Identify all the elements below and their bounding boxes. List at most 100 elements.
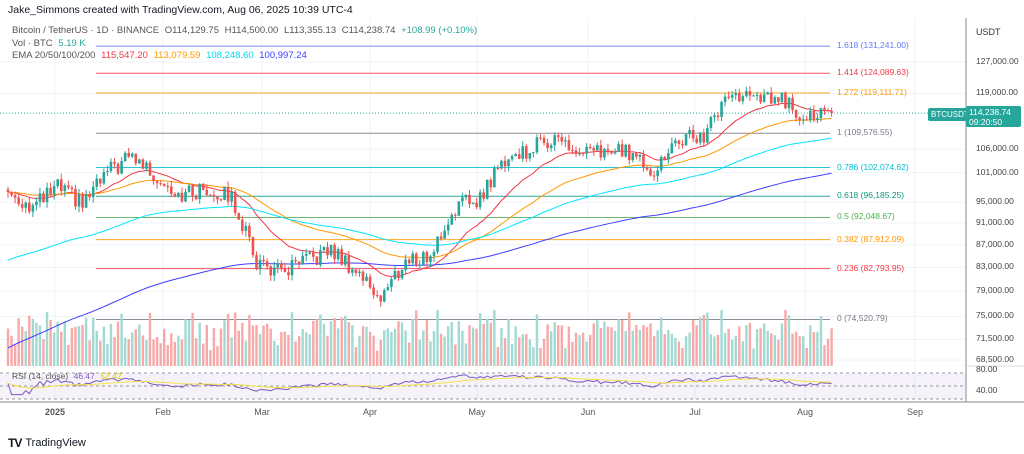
candle-body [102, 172, 106, 184]
candle-body [510, 156, 514, 160]
volume-bar [244, 340, 248, 366]
volume-bar [361, 326, 365, 366]
candle-body [280, 263, 283, 269]
volume-bar [649, 323, 652, 366]
volume-bar [138, 324, 141, 366]
ema-label[interactable]: EMA 20/50/100/200 [12, 50, 96, 61]
volume-bar [688, 332, 691, 366]
volume-bar [791, 333, 794, 366]
candle-body [677, 140, 681, 144]
candle-body [375, 295, 379, 297]
candle-body [170, 186, 173, 194]
open-value: O114,129.75 [164, 25, 219, 36]
volume-bar [155, 336, 159, 366]
last-price: 114,238.74 [969, 107, 1011, 117]
price-tick: 87,000.00 [976, 238, 1014, 249]
rsi-label[interactable]: RSI (14, close) [12, 371, 69, 381]
candle-body [627, 144, 631, 161]
ema200-value: 100,997.24 [259, 50, 307, 61]
volume-bar [681, 347, 684, 366]
price-chart[interactable] [0, 18, 1024, 418]
candle-body [503, 160, 507, 167]
candle-body [493, 168, 496, 188]
candle-body [84, 194, 88, 208]
volume-bar [589, 334, 592, 366]
candle-body [177, 192, 180, 197]
volume-bar [457, 321, 461, 366]
volume-bar [510, 343, 514, 366]
candle-body [304, 253, 308, 256]
price-tick: 127,000.00 [976, 56, 1019, 66]
volume-bar [120, 313, 123, 366]
volume-bar [191, 312, 194, 366]
volume-bar [581, 332, 585, 366]
volume-bar [731, 339, 734, 366]
candle-body [95, 178, 99, 187]
volume-bar [226, 313, 230, 366]
symbol-price-tag: BTCUSDT [928, 108, 972, 121]
volume-bar [63, 321, 66, 366]
volume-bar [592, 323, 595, 366]
volume-bar [720, 310, 723, 366]
candle-body [393, 271, 397, 280]
candle-body [315, 256, 319, 265]
volume-bar [571, 341, 574, 366]
candle-body [354, 269, 358, 274]
candle-body [35, 201, 38, 206]
volume-bar [152, 339, 155, 366]
volume-bar [404, 330, 407, 366]
volume-bar [180, 339, 184, 366]
volume-bar [606, 326, 610, 366]
volume-bar [752, 348, 755, 366]
candle-body [454, 214, 457, 216]
volume-bar [280, 331, 283, 366]
volume-bar [262, 325, 265, 366]
candle-body [539, 137, 542, 139]
symbol-title[interactable]: Bitcoin / TetherUS · 1D · BINANCE [12, 25, 160, 36]
price-tick: 101,000.00 [976, 166, 1019, 177]
tradingview-logo[interactable]: TV TradingView [8, 436, 86, 450]
fib-level-label: 1 (109,576.55) [837, 127, 893, 138]
volume-bar [386, 328, 390, 366]
candle-body [383, 290, 386, 302]
candle-body [56, 179, 59, 187]
candle-body [461, 197, 464, 202]
candle-body [212, 194, 216, 197]
volume-bar [567, 326, 571, 366]
volume-bar [418, 339, 421, 366]
candle-body [716, 115, 720, 117]
volume-bar [187, 319, 191, 366]
candle-body [805, 119, 809, 121]
volume-bar [216, 346, 219, 366]
price-axis-unit[interactable]: USDT [976, 27, 1001, 37]
candle-body [116, 163, 120, 174]
candle-body [812, 110, 816, 120]
candle-body [390, 279, 393, 288]
fib-level-label: 0 (74,520.79) [837, 313, 888, 324]
candle-body [684, 134, 688, 146]
candle-body [418, 264, 422, 266]
candle-body [269, 266, 272, 276]
volume-bar [344, 315, 347, 366]
volume-label[interactable]: Vol · BTC [12, 37, 53, 49]
fib-level-label: 0.618 (96,185.25) [837, 190, 905, 201]
candle-body [603, 149, 606, 158]
rsi-value: 46.47 [73, 371, 95, 381]
candle-body [301, 255, 304, 265]
candle-body [258, 259, 262, 270]
volume-bar [305, 332, 308, 366]
candle-body [730, 95, 734, 98]
candle-body [209, 194, 212, 196]
candle-body [567, 140, 571, 150]
volume-bar [60, 331, 63, 366]
price-tick: 91,000.00 [976, 216, 1014, 227]
volume-bar [116, 321, 120, 366]
candle-body [670, 143, 674, 154]
candle-body [17, 197, 20, 205]
candle-body [379, 295, 383, 302]
volume-bar [823, 345, 826, 366]
candle-body [816, 118, 819, 120]
candle-body [542, 137, 546, 143]
volume-bar [695, 325, 698, 366]
candle-body [194, 195, 198, 200]
